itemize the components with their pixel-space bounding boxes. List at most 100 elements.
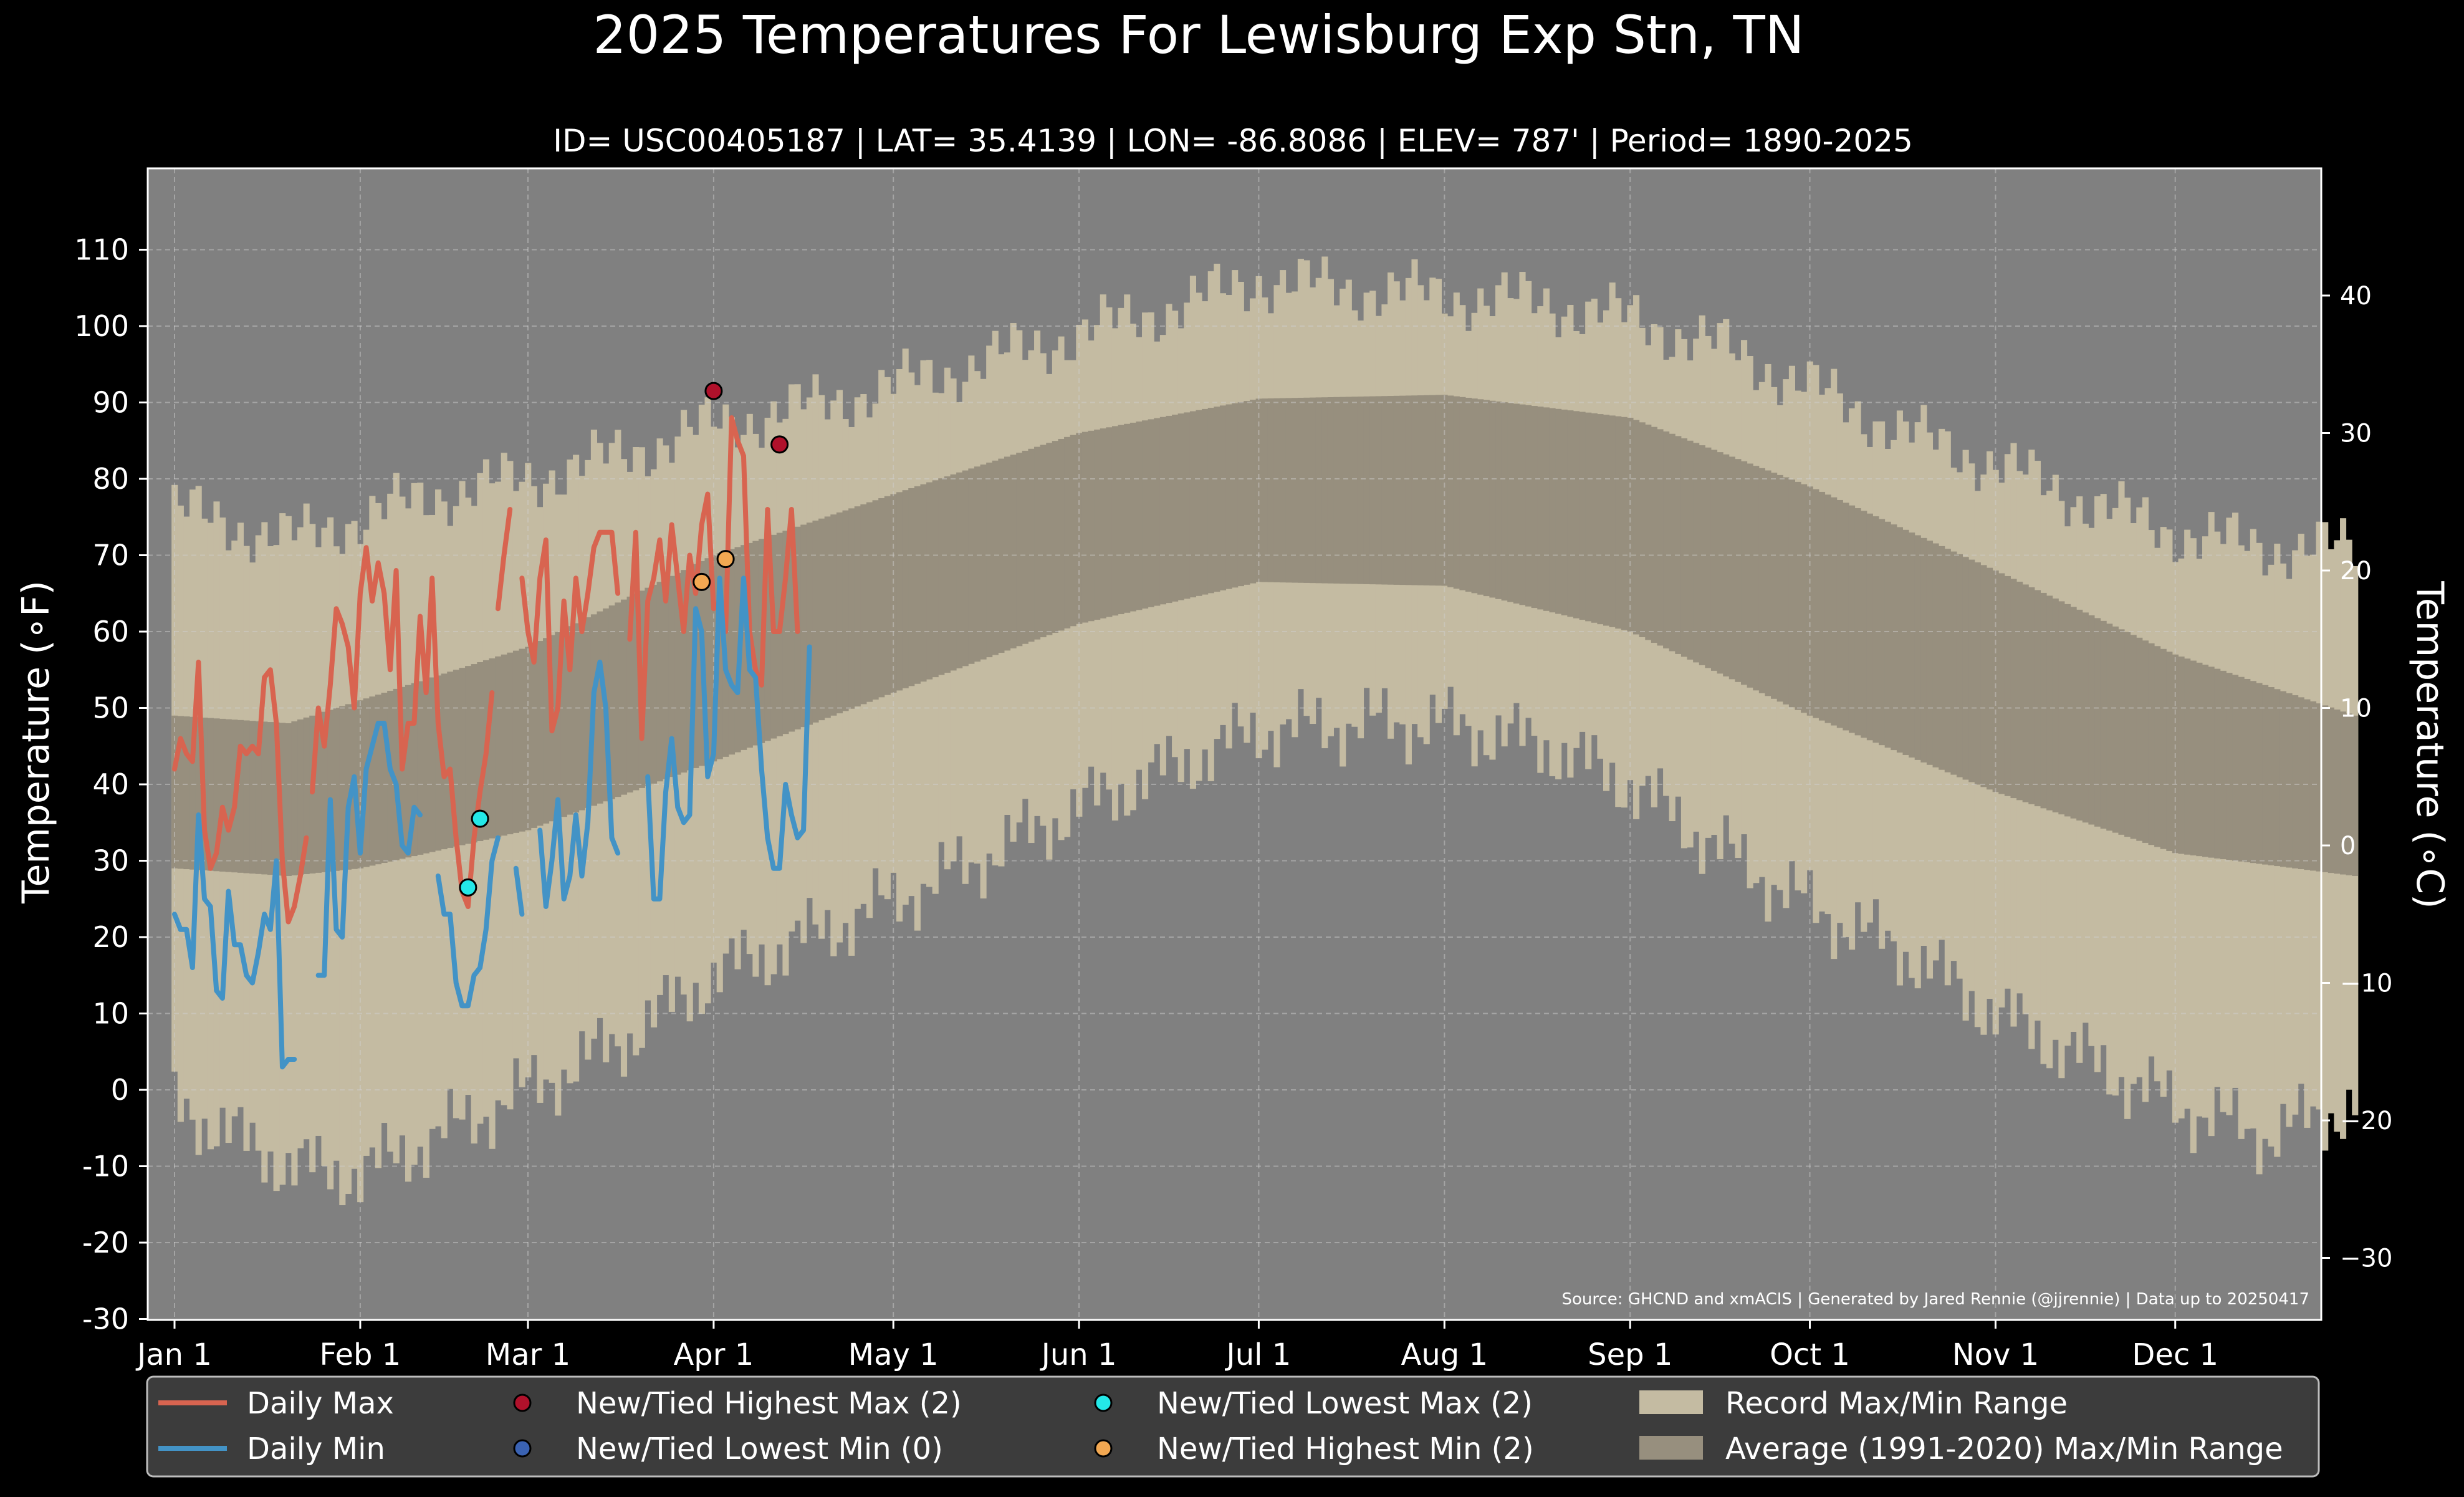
average-range-bar [663,579,669,779]
average-range-bar [1555,408,1562,614]
average-range-bar [2004,575,2011,796]
average-range-bar [225,719,232,872]
average-range-bar [782,531,789,734]
average-range-bar [447,671,454,848]
average-range-bar [1705,447,1712,668]
average-range-bar [1956,554,1963,777]
average-range-bar [501,654,507,836]
legend-dot-swatch [513,1394,532,1412]
average-range-bar [1106,427,1113,617]
average-range-bar [1573,411,1580,619]
average-range-bar [1214,407,1220,592]
average-range-bar [1489,400,1496,598]
average-range-bar [1801,484,1808,713]
average-range-bar [1926,541,1934,765]
average-range-bar [1237,402,1244,587]
x-tick-label: Mar 1 [486,1337,570,1372]
average-range-bar [1280,398,1287,583]
average-range-bar [2256,683,2263,864]
average-range-bar [213,718,220,872]
average-range-bar [1914,535,1921,760]
x-tick-label: Aug 1 [1401,1337,1488,1372]
average-range-bar [1513,403,1520,604]
average-range-bar [1603,415,1610,626]
average-range-bar [2292,695,2299,869]
x-tick-label: Nov 1 [1952,1337,2039,1372]
x-axis: Jan 1 Feb 1 Mar 1 Apr 1 May 1 Jun 1 Jul 1 Aug 1… [135,1320,2218,1372]
average-range-bar [2166,652,2173,851]
average-range-bar [249,721,256,874]
average-range-bar [716,553,723,759]
legend-dot-swatch [513,1439,532,1458]
average-range-bar [890,494,897,693]
average-range-bar [2148,643,2155,845]
average-range-bar [920,484,927,682]
average-range-bar [914,486,921,684]
y-tick-label: 40 [92,768,129,801]
average-range-bar [854,506,861,707]
average-range-bar [1615,416,1622,629]
average-range-bar [1543,407,1550,611]
average-range-bar [537,641,544,826]
average-range-bar [2064,604,2071,817]
average-range-bar [1579,412,1586,620]
average-range-bar [1411,395,1418,585]
average-range-bar [495,656,502,837]
y-right-tick-label: 0 [2340,832,2356,860]
average-range-bar [1992,570,1999,792]
average-range-bar [237,720,244,873]
average-range-bar [1723,454,1730,676]
chart-subtitle: ID= USC00405187 | LAT= 35.4139 | LON= -8… [553,123,1913,159]
y-axis-right-label: Temperature (∘C) [2408,580,2452,908]
average-range-bar [2154,646,2161,847]
average-range-bar [866,502,873,702]
average-range-bar [2274,689,2281,867]
average-range-bar [2118,629,2125,835]
average-range-bar [974,466,981,662]
average-range-bar [741,545,747,750]
average-range-bar [830,514,837,716]
average-range-bar [2232,675,2239,861]
average-range-bar [1909,532,1915,758]
record-marker [770,435,789,454]
average-range-bar [1728,456,1735,680]
average-range-bar [2058,601,2065,815]
average-range-bar [1363,396,1370,584]
average-range-bar [980,465,987,660]
average-range-bar [1495,401,1502,599]
average-range-bar [1477,399,1484,595]
average-range-bar [1872,516,1879,743]
average-range-bar [578,620,585,811]
average-range-bar [1621,416,1627,630]
average-range-bar [1891,524,1897,751]
average-range-bar [512,650,520,833]
average-range-bar [1249,400,1257,584]
y-tick-label: 70 [92,539,129,572]
legend-label: New/Tied Highest Min (2) [1157,1432,1534,1466]
legend-label: Daily Max [247,1386,394,1421]
x-tick-label: Feb 1 [320,1337,401,1372]
average-range-bar [1962,557,1969,780]
average-range-bar [1034,446,1041,640]
x-tick-label: May 1 [848,1337,939,1372]
average-range-bar [1010,455,1017,648]
average-range-bar [818,518,825,721]
average-range-bar [327,710,334,872]
y-right-tick-label: 40 [2340,282,2372,310]
average-range-bar [1064,436,1071,628]
average-range-bar [1303,397,1310,583]
legend-patch-swatch [1639,1390,1703,1414]
average-range-bar [1663,431,1670,648]
average-range-bar [1189,411,1197,598]
average-range-bar [2082,612,2089,823]
legend: Daily Max Daily Min New/Tied Highest Max (… [146,1375,2320,1478]
average-range-bar [1920,537,1927,763]
average-range-bar [1159,416,1166,605]
average-range-bar [681,570,688,773]
average-range-bar [1369,396,1376,585]
average-range-bar [1453,396,1460,589]
y-right-tick-label: −30 [2340,1244,2392,1273]
average-range-bar [1399,395,1406,585]
average-range-bar [1207,408,1214,594]
average-range-bar [399,686,406,859]
